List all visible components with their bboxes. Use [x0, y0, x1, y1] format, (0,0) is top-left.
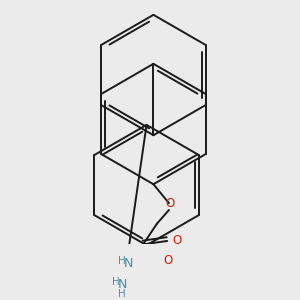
Text: O: O: [172, 235, 181, 248]
Text: O: O: [164, 254, 173, 267]
Text: H: H: [118, 256, 125, 266]
Text: N: N: [124, 257, 133, 270]
Text: H: H: [118, 289, 126, 299]
Text: N: N: [118, 278, 127, 291]
Text: H: H: [112, 277, 119, 287]
Text: O: O: [165, 197, 174, 211]
